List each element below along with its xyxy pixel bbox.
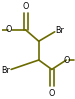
Text: O: O	[49, 89, 55, 98]
Text: O: O	[5, 25, 11, 34]
Text: Br: Br	[55, 26, 64, 35]
Text: O: O	[63, 56, 69, 65]
Text: O: O	[22, 2, 29, 11]
Text: Br: Br	[2, 66, 10, 75]
